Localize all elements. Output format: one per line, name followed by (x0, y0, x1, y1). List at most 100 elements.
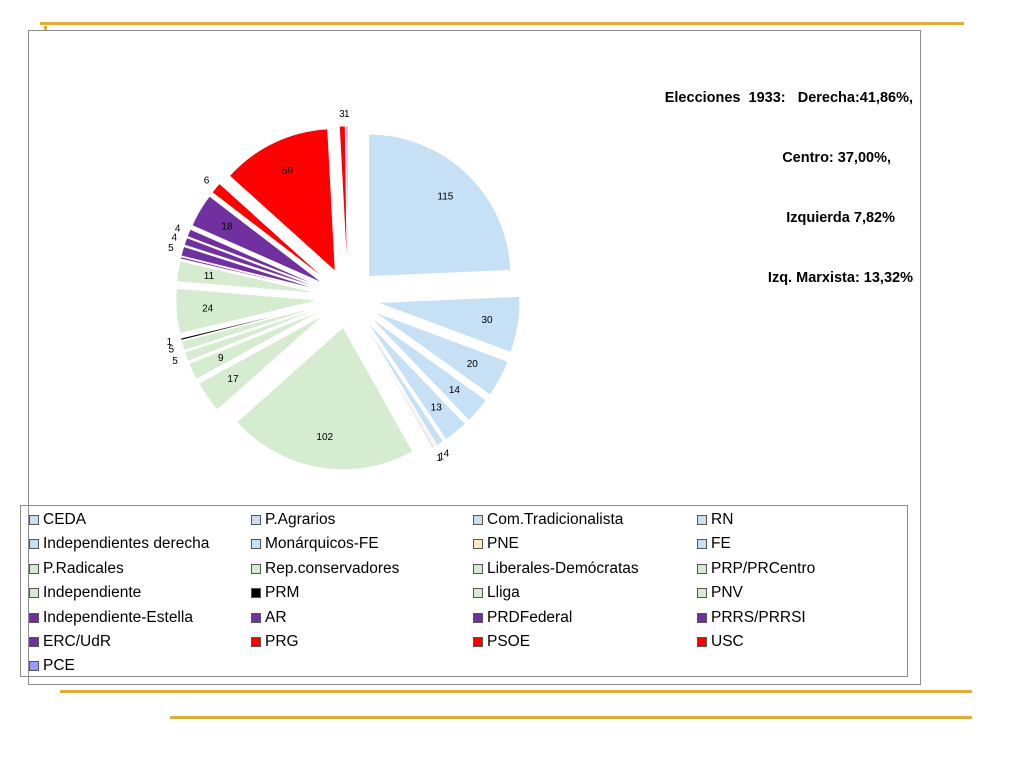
legend-item-prm: PRM (251, 583, 299, 603)
data-label-psoe: 59 (282, 166, 294, 177)
data-label-prdfederal: 4 (171, 232, 177, 243)
pie-slice-independiente (181, 306, 320, 351)
pie-slice-pnv (176, 260, 319, 294)
legend: CEDA P.Agrarios Com.Tradicionalista RN Indep… (20, 505, 908, 677)
legend-item-prp-prcentro: PRP/PRCentro (697, 559, 815, 579)
data-label-com-tradicionalista: 20 (467, 359, 479, 370)
chart-title: Elecciones 1933: Derecha:41,86%, Centro:… (570, 48, 913, 308)
pie-slice-prrs-prrsi (187, 228, 321, 287)
bottom-decorative-line-2 (170, 716, 972, 719)
pie-slice-fe (362, 323, 435, 449)
legend-label-liberales-democratas: Liberales-Demócratas (487, 559, 639, 577)
data-label-rep-conservadores: 17 (227, 374, 239, 385)
pie-slice-pne (362, 323, 437, 448)
data-label-pnv: 11 (204, 271, 215, 282)
legend-swatch-monarquicos-fe (251, 539, 261, 550)
legend-item-com-tradicionalista: Com.Tradicionalista (473, 510, 623, 530)
legend-swatch-rep-conservadores (251, 563, 261, 574)
legend-item-lliga: Lliga (473, 583, 520, 603)
legend-label-lliga: Lliga (487, 584, 520, 602)
legend-item-independiente-estella: Independiente-Estella (29, 608, 193, 628)
legend-item-independiente: Independiente (29, 583, 141, 603)
pie-slice-prg (211, 183, 326, 280)
data-label-usc: 3 (339, 109, 345, 120)
legend-label-prp-prcentro: PRP/PRCentro (711, 559, 816, 577)
data-label-rn: 14 (449, 385, 461, 396)
data-label-pne: 1 (438, 452, 444, 463)
legend-label-independiente-estella: Independiente-Estella (43, 608, 193, 626)
legend-item-pce: PCE (29, 656, 75, 676)
legend-swatch-independientes-derecha (29, 539, 39, 550)
title-line-1: Elecciones 1933: Derecha:41,86%, (664, 90, 913, 106)
pie-slice-ceda (368, 134, 511, 277)
pie-slice-com-tradicionalista (374, 311, 509, 396)
legend-label-ar: AR (265, 608, 287, 626)
legend-swatch-liberales-democratas (473, 563, 483, 574)
pie-slice-rn (370, 317, 487, 421)
legend-label-independientes-derecha: Independientes derecha (43, 535, 210, 553)
legend-label-pne: PNE (487, 535, 519, 553)
legend-label-rep-conservadores: Rep.conservadores (265, 559, 400, 577)
legend-swatch-rn (697, 515, 707, 525)
data-label-prrs-prrsi: 4 (175, 223, 181, 234)
pie-slice-prp-prcentro (184, 307, 320, 362)
legend-item-prdfederal: PRDFederal (473, 608, 572, 628)
legend-swatch-prrs-prrsi (697, 612, 707, 623)
legend-label-prm: PRM (265, 584, 300, 602)
legend-swatch-independiente-estella (29, 612, 39, 623)
data-label-prg: 6 (204, 175, 210, 186)
legend-swatch-prg (251, 637, 261, 647)
legend-label-rn: RN (711, 511, 734, 528)
legend-label-independiente: Independiente (43, 584, 142, 602)
legend-item-monarquicos-fe: Monárquicos-FE (251, 534, 379, 554)
data-label-prp-prcentro: 5 (172, 356, 178, 367)
legend-swatch-pnv (697, 588, 707, 599)
pie-slice-ar (180, 246, 320, 291)
legend-label-pnv: PNV (711, 584, 743, 602)
legend-swatch-p-agrarios (251, 515, 261, 525)
title-line-4: Izq. Marxista: 13,32% (767, 270, 913, 286)
legend-item-p-radicales: P.Radicales (29, 559, 124, 579)
legend-label-usc: USC (711, 633, 744, 650)
legend-label-prg: PRG (265, 633, 299, 650)
pie-slice-p-agrarios (377, 296, 520, 353)
data-label-lliga: 24 (202, 304, 214, 315)
legend-item-ceda: CEDA (29, 510, 86, 530)
legend-swatch-independiente (29, 588, 39, 599)
pie-slice-liberales-democratas (188, 310, 322, 380)
data-label-independiente: 5 (169, 344, 175, 355)
legend-item-pnv: PNV (697, 583, 743, 603)
data-label-independientes-derecha: 13 (431, 403, 443, 414)
legend-item-rn: RN (697, 510, 733, 530)
title-line-2: Centro: 37,00%, (782, 150, 891, 166)
pie-slice-usc (339, 125, 348, 269)
pie-slice-monarquicos-fe (363, 323, 444, 446)
legend-label-p-radicales: P.Radicales (43, 559, 124, 577)
legend-label-psoe: PSOE (487, 633, 531, 650)
pie-slice-p-radicales (236, 327, 413, 470)
data-label-p-agrarios: 30 (481, 315, 493, 326)
data-label-ar: 5 (168, 243, 174, 254)
legend-label-erc-udr: ERC/UdR (43, 633, 112, 650)
legend-label-monarquicos-fe: Monárquicos-FE (265, 535, 379, 553)
legend-swatch-ar (251, 612, 261, 623)
legend-item-prg: PRG (251, 632, 299, 652)
legend-item-fe: FE (697, 534, 731, 554)
data-label-erc-udr: 18 (221, 221, 233, 232)
legend-swatch-fe (697, 539, 707, 550)
legend-item-liberales-democratas: Liberales-Demócratas (473, 559, 639, 579)
legend-swatch-pne (473, 539, 483, 550)
data-label-fe: 1 (436, 453, 442, 464)
legend-label-ceda: CEDA (43, 511, 87, 528)
pie-slice-prdfederal (184, 237, 320, 289)
data-label-p-radicales: 102 (316, 432, 333, 443)
legend-swatch-prm (251, 588, 261, 599)
data-label-monarquicos-fe: 4 (444, 448, 450, 459)
pie-slice-erc-udr (191, 195, 323, 283)
legend-swatch-erc-udr (29, 637, 39, 647)
data-label-prm: 1 (167, 337, 173, 348)
legend-label-p-agrarios: P.Agrarios (265, 511, 336, 528)
legend-item-prrs-prrsi: PRRS/PRRSI (697, 608, 806, 628)
legend-swatch-usc (697, 637, 707, 647)
pie-slice-prm (180, 304, 319, 341)
